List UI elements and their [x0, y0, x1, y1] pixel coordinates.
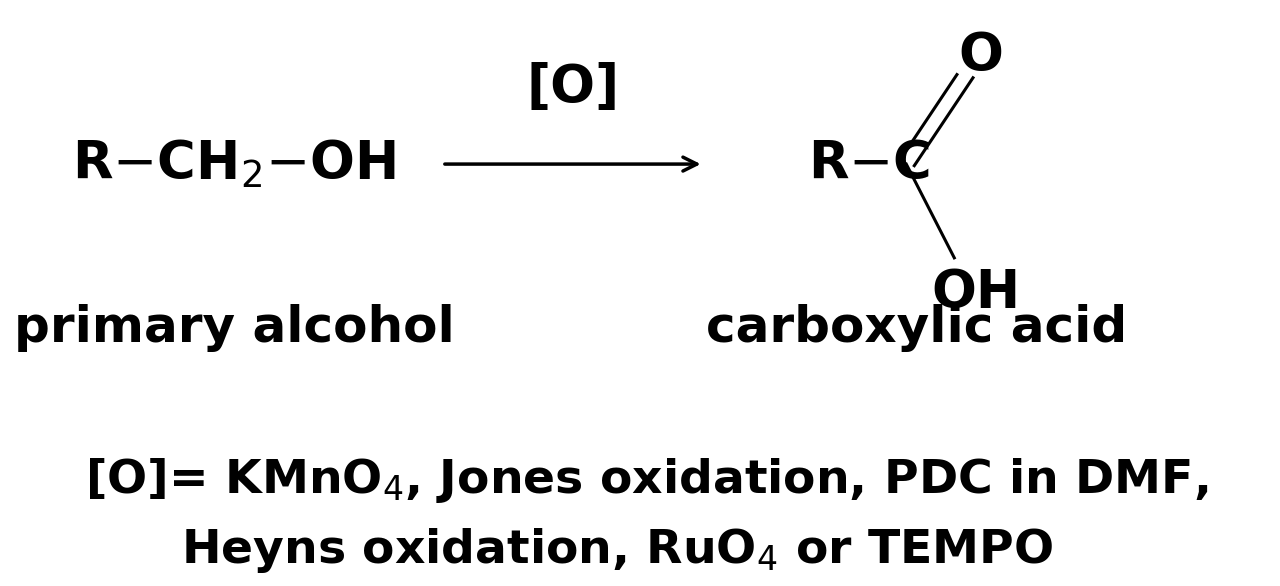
Text: Heyns oxidation, RuO$_4$ or TEMPO: Heyns oxidation, RuO$_4$ or TEMPO [180, 526, 1052, 575]
Text: R$-$C: R$-$C [808, 138, 931, 190]
Text: OH: OH [931, 267, 1020, 319]
Text: primary alcohol: primary alcohol [14, 304, 454, 352]
Text: R$-$CH$_2$$-$OH: R$-$CH$_2$$-$OH [72, 138, 396, 190]
Text: O: O [959, 30, 1004, 81]
Text: [O]= KMnO$_4$, Jones oxidation, PDC in DMF,: [O]= KMnO$_4$, Jones oxidation, PDC in D… [84, 456, 1208, 505]
Text: carboxylic acid: carboxylic acid [707, 304, 1128, 352]
Text: [O]: [O] [526, 62, 620, 114]
